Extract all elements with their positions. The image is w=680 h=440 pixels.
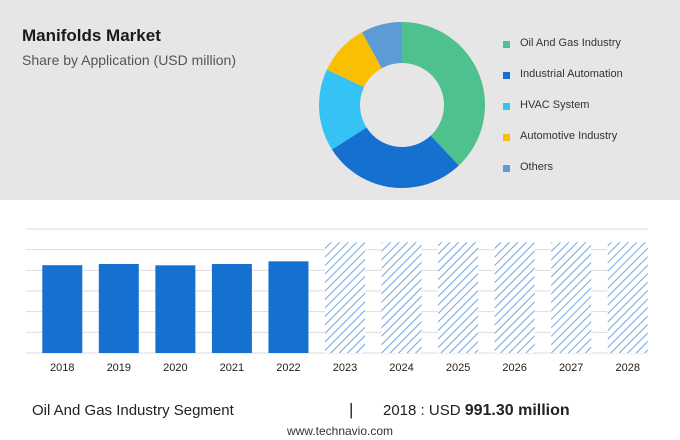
- legend-swatch: [503, 134, 510, 141]
- x-tick-label: 2026: [502, 362, 526, 374]
- x-tick-label: 2025: [446, 362, 470, 374]
- legend-label: Others: [520, 161, 554, 173]
- donut-slice: [319, 69, 367, 150]
- x-tick-label: 2018: [50, 362, 74, 374]
- legend-swatch: [503, 41, 510, 48]
- donut-slice: [331, 127, 459, 188]
- legend-label: HVAC System: [520, 99, 590, 111]
- forecast-bar: [381, 242, 422, 353]
- segment-year-label: 2018 : USD: [383, 402, 461, 419]
- legend-swatch: [503, 103, 510, 110]
- bar-chart: 2018 2019 2020 2021 2022 2023 2024 2025 2026 2027…: [26, 228, 648, 374]
- legend-swatch: [503, 165, 510, 172]
- forecast-bar: [607, 242, 648, 353]
- forecast-bar: [551, 242, 592, 353]
- bar: [42, 265, 83, 353]
- x-tick-label: 2020: [163, 362, 187, 374]
- x-tick-label: 2023: [333, 362, 357, 374]
- x-tick-label: 2028: [615, 362, 639, 374]
- legend-swatch: [503, 72, 510, 79]
- segment-amount: 991.30 million: [464, 402, 570, 419]
- bar: [98, 263, 139, 353]
- donut-slice: [362, 22, 402, 69]
- donut-chart: [319, 22, 485, 188]
- bar: [268, 261, 309, 353]
- donut-slice: [326, 32, 382, 88]
- x-tick-label: 2027: [559, 362, 583, 374]
- x-tick-label: 2019: [107, 362, 131, 374]
- forecast-bar: [494, 242, 535, 353]
- segment-label: Oil And Gas Industry Segment: [32, 402, 234, 419]
- forecast-bar: [438, 242, 479, 353]
- legend-label: Automotive Industry: [520, 130, 618, 142]
- bar: [155, 265, 196, 353]
- chart-subtitle: Share by Application (USD million): [22, 52, 236, 68]
- footer-separator: |: [349, 400, 354, 419]
- x-tick-label: 2022: [276, 362, 300, 374]
- donut-slice: [402, 22, 485, 166]
- bar: [211, 263, 252, 353]
- x-tick-label: 2024: [389, 362, 413, 374]
- forecast-bar: [325, 242, 365, 353]
- legend-label: Industrial Automation: [520, 68, 623, 80]
- legend-label: Oil And Gas Industry: [520, 37, 621, 49]
- source-link[interactable]: www.technavio.com: [286, 424, 394, 438]
- chart-title: Manifolds Market: [22, 26, 161, 45]
- segment-value: 2018 : USD 991.30 million: [383, 402, 570, 420]
- x-tick-label: 2021: [220, 362, 244, 374]
